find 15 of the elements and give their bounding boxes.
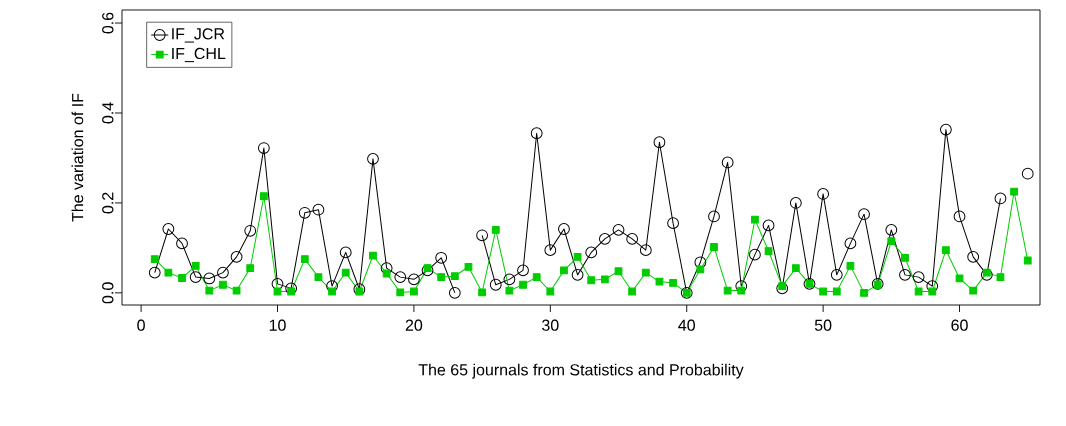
y-tick-label: 0.0	[102, 282, 114, 304]
x-axis-title: The 65 journals from Statistics and Probability	[418, 363, 744, 379]
x-tick-label: 60	[951, 319, 968, 331]
x-tick-label: 10	[269, 319, 286, 331]
x-tick-label: 40	[678, 319, 695, 331]
y-tick-label: 0.2	[102, 192, 114, 214]
y-tick-label: 0.4	[102, 102, 114, 124]
legend-label: IF_CHL	[172, 47, 226, 63]
x-tick-label: 50	[814, 319, 832, 331]
x-tick-label: 20	[405, 319, 423, 331]
y-tick-label: 0.6	[102, 12, 114, 34]
legend-label: IF_JCR	[172, 28, 225, 43]
y-axis-title: The variation of IF	[71, 93, 84, 222]
x-tick-label: 30	[542, 319, 559, 331]
x-tick-label: 0	[137, 319, 145, 331]
